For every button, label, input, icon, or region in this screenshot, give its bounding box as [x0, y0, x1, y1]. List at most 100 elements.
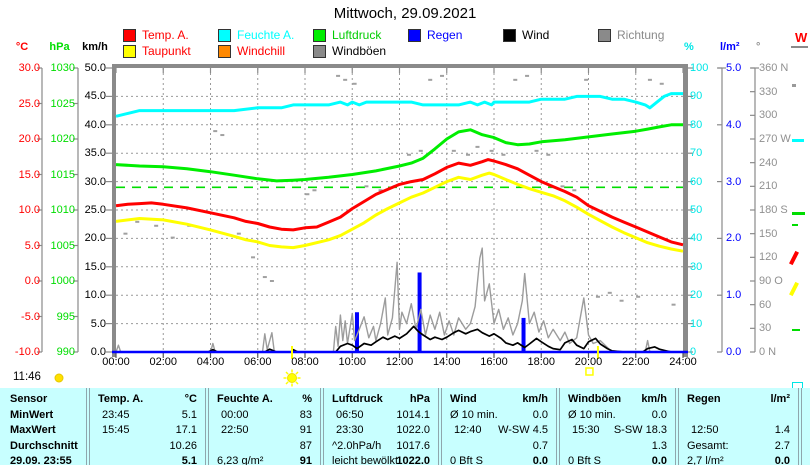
table-cell-current: 0 Bft S 0.0 [568, 454, 667, 465]
tick-label: 25.0 [18, 97, 40, 110]
legend-swatch [218, 44, 231, 58]
sun-markers [54, 346, 599, 387]
legend-item-regen: Regen [408, 28, 462, 42]
cell-value: 1017.6 [396, 439, 430, 452]
table-cell-min: 00:00 83 [217, 408, 312, 424]
tick-label: 0.0 [24, 275, 40, 287]
tick-label: 995 [56, 310, 75, 323]
tick-label: 0 [690, 346, 697, 358]
cell-value: 0.0 [532, 455, 548, 465]
tick-label: 15.0 [84, 260, 106, 273]
cell-value: 1022.0 [396, 455, 430, 465]
legend-item-windböen: Windböen [313, 44, 386, 58]
tick-label: 990 [56, 346, 75, 358]
column-unit: hPa [409, 393, 430, 405]
tick-label: 20.0 [84, 232, 106, 245]
tick-label: 10.0 [18, 204, 40, 216]
tick-label: 30.0 [18, 62, 40, 74]
column-unit: km/h [522, 393, 548, 405]
table-row-header: MaxWert [10, 423, 85, 439]
cell-label: 6,23 g/m² [217, 455, 264, 465]
tick-label: 08:00 [291, 356, 319, 368]
tick-label: -5.0 [21, 310, 40, 323]
column-unit: l/m² [770, 393, 790, 405]
tick-label: 270 W [759, 133, 791, 145]
column-name: Feuchte A. [217, 393, 273, 405]
cell-value: 0.0 [651, 408, 667, 421]
table-cell-current: 6,23 g/m² 91 [217, 454, 312, 465]
cell-label: ^2.0hPa/h [332, 439, 382, 452]
table-cell-min: Ø 10 min. 0.0 [568, 408, 667, 424]
table-column-header: Feuchte A.% [217, 392, 312, 408]
axis-unit-label: ° [756, 41, 761, 53]
sunset-icon [585, 367, 594, 376]
cell-value: 0.7 [532, 439, 548, 452]
tick-label: 04:00 [196, 356, 225, 368]
cell-value: 91 [299, 424, 312, 436]
row-header-label: MinWert [10, 408, 54, 421]
cell-value: 5.1 [181, 455, 197, 465]
table-column-separator [320, 388, 324, 465]
table-column-header: Luftdruck hPa [332, 392, 430, 408]
table-cell-avg: 0.7 [450, 439, 548, 455]
direction-current-marker [792, 84, 796, 87]
column-name: Temp. A. [98, 393, 144, 405]
legend-label: Feuchte A. [237, 28, 295, 42]
temp-a--series [115, 158, 684, 247]
column-unit: °C [184, 393, 197, 405]
sunset-tick [596, 346, 599, 359]
axis-unit-label: hPa [49, 41, 70, 53]
tick-label: 12:00 [385, 356, 414, 368]
table-cell-max: 22:50 91 [217, 423, 312, 439]
cell-value: 0.0 [774, 455, 790, 465]
table-cell-avg: 10.26 [98, 439, 197, 455]
legend-label: Wind [522, 28, 550, 42]
tick-label: 100 [690, 62, 709, 74]
tick-label: 50 [690, 204, 703, 216]
tick-label: 30.0 [84, 175, 106, 188]
table-cell-current: 2,7 l/m² 0.0 [687, 454, 790, 465]
tick-label: 1.0 [726, 289, 742, 302]
cell-label: 06:50 [336, 408, 364, 421]
table-column-separator [798, 388, 802, 465]
sunrise-tick [291, 346, 294, 359]
column-name: Luftdruck [332, 393, 383, 405]
tick-label: 14:00 [432, 356, 461, 368]
tick-label: 5.0 [726, 62, 742, 74]
tick-label: -10.0 [14, 346, 40, 358]
legend-swatch [408, 28, 421, 42]
tick-label: 240 [759, 156, 778, 169]
tick-label: 1000 [50, 275, 75, 287]
table-row-header: 29.09. 23:55 [10, 454, 85, 465]
tick-label: 18:00 [527, 356, 556, 368]
table-cell-min: 23:45 5.1 [98, 408, 197, 424]
cell-label: 23:30 [336, 424, 364, 436]
cell-value: 5.1 [181, 408, 197, 421]
tick-label: 45.0 [84, 90, 106, 103]
tick-label: 1025 [50, 97, 75, 110]
table-cell-current: 0 Bft S 0.0 [450, 454, 548, 465]
wind-series [116, 325, 683, 353]
legend-item-feuchte-a-: Feuchte A. [218, 28, 294, 42]
page-title: Mittwoch, 29.09.2021 [333, 5, 477, 22]
table-column-header: Temp. A. °C [98, 392, 197, 408]
legend-label: Richtung [617, 28, 665, 42]
tick-label: 06:00 [243, 356, 272, 368]
tick-label: 00:00 [102, 356, 130, 368]
tick-label: 10 [690, 317, 703, 330]
table-cell-avg: 1.3 [568, 439, 667, 455]
table-cell-min: Ø 10 min. 0.0 [450, 408, 548, 424]
windb-en-series [115, 247, 683, 353]
table-cell-max: 12:50 1.4 [687, 423, 790, 439]
table-cell-max: 12:40 W-SW 4.5 [450, 423, 548, 439]
tick-label: 24:00 [669, 356, 697, 368]
taupunkt-series [115, 171, 684, 253]
row-header-label: Durchschnitt [10, 439, 78, 452]
tick-label: 30 [690, 260, 703, 273]
table-column-separator [205, 388, 209, 465]
legend-label: Regen [427, 28, 463, 42]
tick-label: 150 [759, 227, 778, 240]
table-column-separator [438, 388, 442, 465]
table-cell-max: 23:30 1022.0 [332, 423, 430, 439]
cell-value: 10.26 [169, 439, 197, 452]
